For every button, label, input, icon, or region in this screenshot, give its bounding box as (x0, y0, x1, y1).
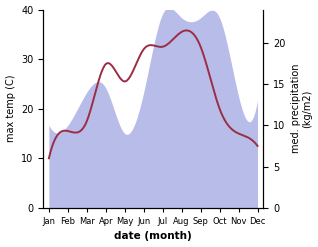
Y-axis label: med. precipitation
(kg/m2): med. precipitation (kg/m2) (291, 64, 313, 153)
X-axis label: date (month): date (month) (114, 231, 192, 242)
Y-axis label: max temp (C): max temp (C) (5, 75, 16, 143)
